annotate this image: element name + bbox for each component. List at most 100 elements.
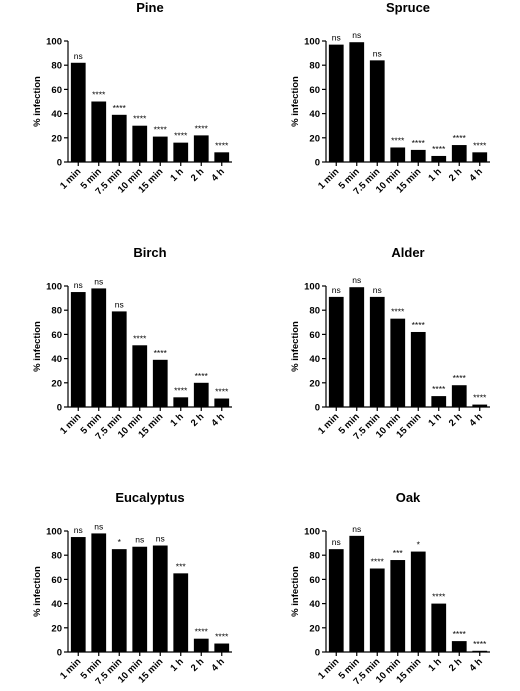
bar: [173, 142, 189, 162]
significance: ****: [113, 103, 127, 113]
bar: [328, 296, 344, 407]
significance: ****: [453, 373, 467, 383]
bar: [132, 125, 148, 162]
bar: [111, 311, 127, 407]
significance: ns: [156, 534, 165, 544]
significance: ****: [92, 90, 106, 100]
bar: [472, 404, 488, 407]
x-tick-label: 2 h: [189, 411, 207, 429]
bar: [70, 62, 86, 162]
y-tick-label: 60: [309, 85, 320, 96]
bar: [431, 603, 447, 652]
x-tick-label: 1 h: [426, 411, 444, 429]
y-tick-label: 0: [315, 158, 320, 169]
x-tick-label: 1 min: [316, 411, 341, 436]
y-axis-label: % infection: [290, 566, 301, 617]
significance: ***: [176, 561, 187, 571]
x-tick-label: 4 h: [209, 656, 227, 674]
bar: [328, 549, 344, 652]
significance: *: [417, 540, 421, 550]
y-tick-label: 0: [57, 648, 62, 659]
bar: [91, 533, 107, 652]
significance: ns: [115, 299, 124, 309]
bar: [111, 549, 127, 652]
significance: ns: [332, 537, 341, 547]
significance: ****: [195, 627, 209, 637]
y-tick-label: 20: [51, 378, 62, 389]
x-tick-label: 2 h: [447, 166, 465, 184]
significance: ns: [352, 524, 361, 534]
bar: [472, 152, 488, 162]
y-tick-label: 20: [309, 378, 320, 389]
y-tick-label: 40: [51, 599, 62, 610]
significance: ****: [195, 123, 209, 133]
y-tick-label: 60: [51, 85, 62, 96]
chart-title: Alder: [391, 245, 424, 260]
bar: [111, 114, 127, 162]
significance: ****: [371, 557, 385, 567]
x-tick-label: 2 h: [189, 166, 207, 184]
x-tick-label: 4 h: [467, 411, 485, 429]
y-tick-label: 20: [51, 133, 62, 144]
bar: [349, 287, 365, 407]
x-tick-label: 2 h: [447, 656, 465, 674]
bar: [193, 135, 209, 162]
y-tick-label: 80: [309, 551, 320, 562]
x-tick-label: 4 h: [209, 166, 227, 184]
bar: [214, 643, 230, 652]
significance: ****: [133, 333, 147, 343]
significance: ****: [215, 140, 229, 150]
y-axis-label: % infection: [32, 321, 43, 372]
bar: [214, 152, 230, 162]
bar: [369, 60, 385, 162]
y-tick-label: 60: [309, 330, 320, 341]
x-tick-label: 1 h: [426, 166, 444, 184]
x-tick-label: 1 h: [168, 411, 186, 429]
significance: *: [118, 537, 122, 547]
bar: [369, 568, 385, 652]
bar: [328, 44, 344, 162]
significance: ns: [373, 285, 382, 295]
significance: ****: [432, 592, 446, 602]
y-tick-label: 40: [309, 599, 320, 610]
bar: [390, 318, 406, 407]
significance: ****: [473, 140, 487, 150]
y-tick-label: 60: [51, 575, 62, 586]
significance: ns: [373, 48, 382, 58]
significance: ****: [391, 307, 405, 317]
bar: [214, 398, 230, 407]
x-tick-label: 1 h: [168, 166, 186, 184]
bar: [369, 296, 385, 407]
bar: [193, 382, 209, 407]
bar: [91, 101, 107, 162]
y-tick-label: 100: [304, 527, 320, 538]
x-tick-label: 1 h: [168, 656, 186, 674]
significance: ****: [453, 629, 467, 639]
significance: ns: [74, 280, 83, 290]
bar: [431, 155, 447, 162]
bar: [410, 149, 426, 162]
x-tick-label: 2 h: [447, 411, 465, 429]
bar: [390, 147, 406, 162]
bar: [173, 397, 189, 407]
significance: ****: [195, 371, 209, 381]
x-tick-label: 1 min: [316, 166, 341, 191]
y-tick-label: 20: [309, 133, 320, 144]
bar: [410, 551, 426, 652]
y-tick-label: 100: [46, 282, 62, 293]
y-tick-label: 100: [46, 37, 62, 48]
y-tick-label: 80: [309, 306, 320, 317]
x-tick-label: 1 min: [58, 411, 83, 436]
bar: [451, 641, 467, 652]
x-tick-label: 1 h: [426, 656, 444, 674]
bar: [173, 573, 189, 652]
y-tick-label: 80: [309, 61, 320, 72]
bar: [91, 288, 107, 407]
significance: ****: [154, 348, 168, 358]
bar: [132, 345, 148, 407]
bar: [349, 535, 365, 652]
y-tick-label: 80: [51, 306, 62, 317]
chart-title: Oak: [396, 490, 421, 505]
